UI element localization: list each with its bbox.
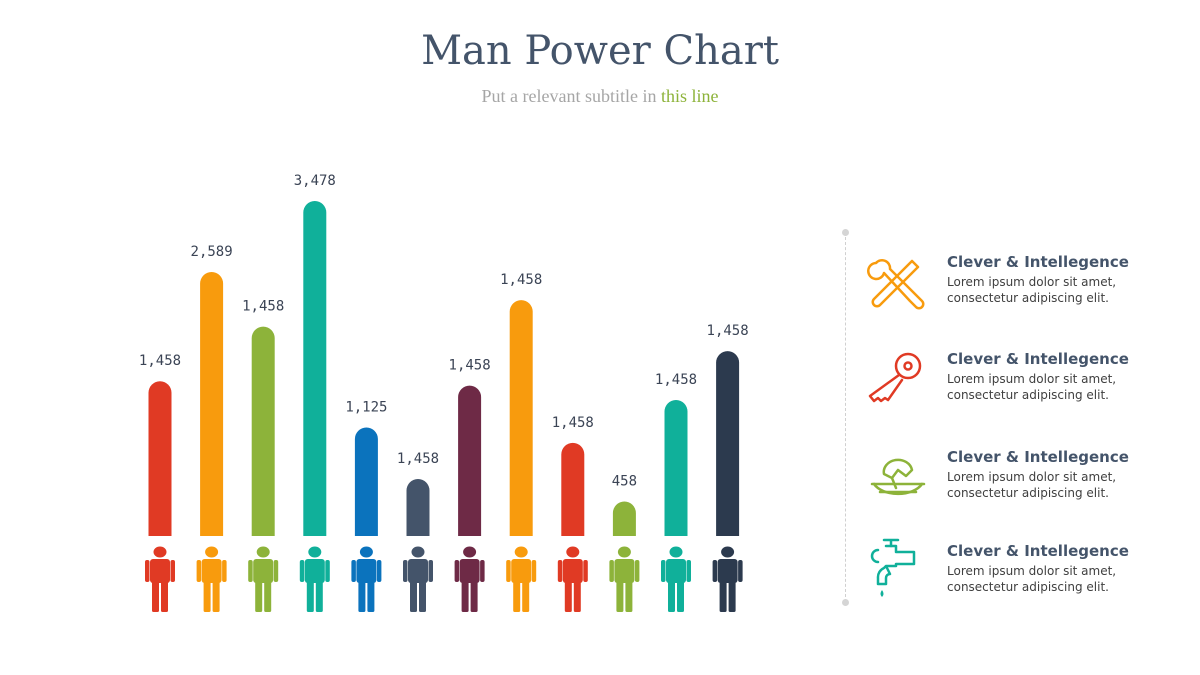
bar-chart: 1,458 2,589 1,458 3,478 1,125 1,458 1,458 1,458… — [139, 173, 749, 612]
legend-text: Lorem ipsum dolor sit amet, consectetur … — [947, 372, 1117, 402]
bar — [612, 501, 636, 536]
legend-divider — [845, 232, 846, 602]
legend-title: Clever & Intellegence — [947, 253, 1129, 271]
subtitle-text: Put a relevant subtitle in — [481, 86, 661, 106]
bar — [251, 326, 275, 536]
person-icon — [712, 546, 743, 612]
data-label: 1,458 — [449, 358, 491, 374]
legend-title: Clever & Intellegence — [947, 350, 1129, 368]
bar — [200, 272, 224, 536]
bar — [716, 351, 740, 536]
person-icon — [506, 546, 537, 612]
legend-title: Clever & Intellegence — [947, 448, 1129, 466]
bar — [303, 201, 327, 537]
bar — [354, 427, 378, 536]
key-icon — [868, 352, 922, 403]
legend-text: Lorem ipsum dolor sit amet, consectetur … — [947, 275, 1117, 305]
divider-dot-top — [842, 229, 849, 236]
person-icon — [661, 546, 691, 612]
bar — [509, 300, 533, 536]
data-label: 1,458 — [655, 372, 697, 388]
person-icon — [248, 546, 279, 612]
data-label: 458 — [612, 473, 637, 489]
data-label: 3,478 — [294, 173, 336, 189]
data-label: 1,458 — [139, 353, 181, 369]
legend-text: Lorem ipsum dolor sit amet, consectetur … — [947, 470, 1117, 500]
person-icon — [454, 546, 485, 612]
chart-title: Man Power Chart — [421, 28, 779, 74]
person-icon — [196, 546, 227, 612]
juicer-icon — [870, 458, 926, 496]
chart-subtitle: Put a relevant subtitle in this line — [0, 86, 1200, 107]
bar — [561, 442, 585, 536]
legend-title: Clever & Intellegence — [947, 542, 1129, 560]
data-label: 1,125 — [345, 399, 387, 415]
bar — [406, 479, 430, 536]
bar — [458, 385, 482, 536]
data-label: 1,458 — [397, 451, 439, 467]
tools-icon — [867, 259, 925, 310]
legend-item: Clever & Intellegence Lorem ipsum dolor … — [862, 538, 1162, 612]
person-icon — [609, 546, 640, 612]
person-icon — [145, 546, 175, 612]
data-label: 1,458 — [552, 415, 594, 431]
legend-item: Clever & Intellegence Lorem ipsum dolor … — [862, 448, 1162, 518]
data-label: 1,458 — [242, 299, 284, 315]
divider-dot-bottom — [842, 599, 849, 606]
person-icon — [299, 546, 330, 612]
legend-item: Clever & Intellegence Lorem ipsum dolor … — [862, 253, 1162, 323]
legend-item: Clever & Intellegence Lorem ipsum dolor … — [862, 350, 1162, 420]
subtitle-accent: this line — [660, 86, 719, 106]
legend-text: Lorem ipsum dolor sit amet, consectetur … — [947, 564, 1117, 594]
data-label: 1,458 — [707, 323, 749, 339]
faucet-icon — [870, 538, 916, 597]
data-label: 2,589 — [191, 244, 233, 260]
bar — [148, 381, 172, 536]
person-icon — [351, 546, 382, 612]
bar — [664, 399, 688, 536]
person-icon — [557, 546, 588, 612]
data-label: 1,458 — [500, 272, 542, 288]
person-icon — [403, 546, 433, 612]
